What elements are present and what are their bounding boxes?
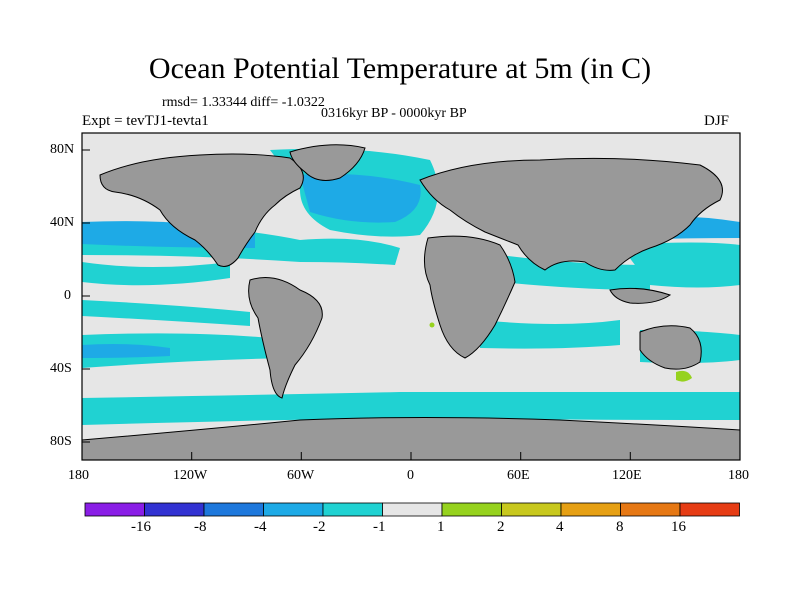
- colorbar-swatch-8: [560, 502, 621, 517]
- south-america: [248, 277, 323, 399]
- axis-ticks: [81, 149, 741, 460]
- colorbar-swatch-3: [263, 502, 324, 517]
- colorbar-label-16: 16: [671, 519, 686, 535]
- page-title: Ocean Potential Temperature at 5m (in C): [148, 52, 652, 85]
- experiment-label: Expt = tevTJ1-tevta1: [82, 113, 209, 129]
- colorbar-label-m16: -16: [131, 519, 151, 535]
- colorbar-swatch-4: [322, 502, 383, 517]
- stats-label: rmsd= 1.33344 diff= -1.0322: [162, 95, 325, 110]
- colorbar-label-8: 8: [616, 519, 624, 535]
- period-label: 0316kyr BP - 0000kyr BP: [321, 106, 467, 121]
- colorbar-label-m4: -4: [254, 519, 267, 535]
- land-layer: [82, 144, 740, 460]
- antarctica: [82, 417, 740, 460]
- x-tick-0: 0: [407, 468, 414, 483]
- y-tick-80s: 80S: [50, 434, 72, 449]
- colorbar-label-m8: -8: [194, 519, 207, 535]
- eurasia: [419, 157, 723, 271]
- colorbar-swatch-9: [620, 502, 681, 517]
- colorbar-swatch-2: [203, 502, 264, 517]
- greenland: [289, 144, 366, 181]
- africa: [424, 235, 516, 359]
- y-tick-40s: 40S: [50, 361, 72, 376]
- australia: [639, 325, 702, 370]
- y-tick-80n: 80N: [50, 142, 75, 157]
- x-tick-120e: 120E: [612, 468, 642, 483]
- colorbar-label-4: 4: [556, 519, 564, 535]
- colorbar: [84, 502, 740, 517]
- x-tick-60w: 60W: [287, 468, 315, 483]
- x-tick-120w: 120W: [173, 468, 208, 483]
- colorbar-label-1: 1: [437, 519, 445, 535]
- north-america: [99, 153, 304, 267]
- y-tick-40n: 40N: [50, 215, 75, 230]
- x-tick-60e: 60E: [507, 468, 530, 483]
- y-tick-0: 0: [64, 288, 71, 303]
- map-field: [82, 133, 740, 460]
- indonesia: [609, 287, 672, 304]
- colorbar-label-m2: -2: [313, 519, 326, 535]
- colorbar-swatch-10: [679, 502, 740, 517]
- colorbar-swatch-6: [441, 502, 502, 517]
- colorbar-label-2: 2: [497, 519, 505, 535]
- x-tick-180e: 180: [728, 468, 749, 483]
- colorbar-swatch-0: [84, 502, 145, 517]
- colorbar-swatch-1: [144, 502, 205, 517]
- colorbar-swatch-7: [501, 502, 562, 517]
- colorbar-swatch-5: [382, 502, 443, 517]
- season-label: DJF: [704, 113, 730, 129]
- x-tick-180w: 180: [68, 468, 89, 483]
- colorbar-label-m1: -1: [373, 519, 386, 535]
